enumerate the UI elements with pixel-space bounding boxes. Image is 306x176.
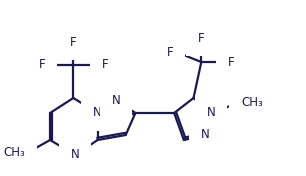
- Text: N: N: [112, 93, 120, 106]
- Text: F: F: [39, 58, 45, 71]
- Text: N: N: [201, 128, 210, 142]
- Text: F: F: [166, 46, 173, 58]
- Text: F: F: [198, 32, 205, 45]
- Text: F: F: [102, 58, 108, 71]
- Text: F: F: [227, 55, 234, 68]
- Text: N: N: [207, 106, 215, 120]
- Text: N: N: [93, 106, 102, 120]
- Text: F: F: [70, 36, 76, 49]
- Text: N: N: [71, 149, 80, 162]
- Text: CH₃: CH₃: [3, 146, 25, 159]
- Text: CH₃: CH₃: [241, 96, 263, 109]
